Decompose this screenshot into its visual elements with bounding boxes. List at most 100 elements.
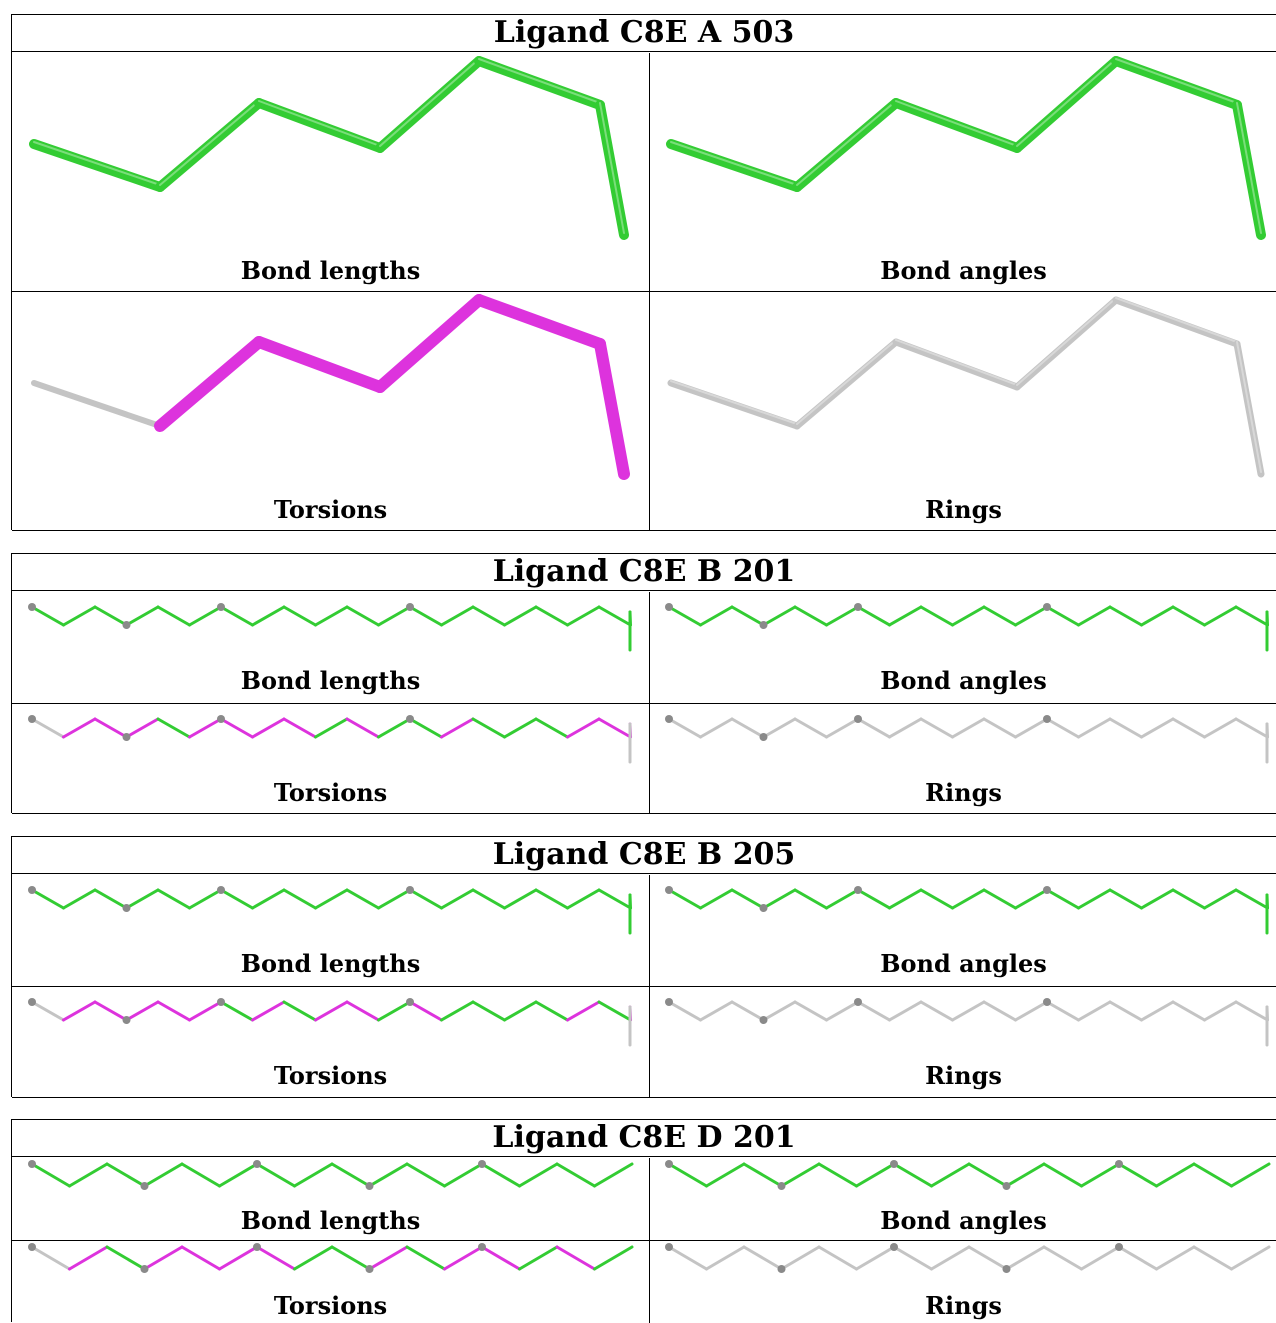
bond-segment bbox=[780, 1162, 821, 1188]
bond-segment bbox=[443, 1245, 484, 1271]
oxygen-atom-marker bbox=[122, 621, 131, 629]
bond-segment bbox=[471, 888, 506, 910]
bond-segment bbox=[667, 717, 702, 739]
bond-segment bbox=[566, 1000, 601, 1022]
oxygen-atom-marker bbox=[365, 1265, 374, 1273]
oxygen-atom-marker bbox=[1115, 1243, 1123, 1251]
bond-segment bbox=[105, 1245, 146, 1271]
oxygen-atom-marker bbox=[406, 603, 414, 611]
rings-diagram bbox=[665, 1243, 1271, 1273]
bond-segment bbox=[597, 717, 632, 739]
bond-segment bbox=[1013, 296, 1120, 391]
bond-highlight bbox=[1236, 341, 1262, 473]
bond-segment bbox=[1045, 1000, 1080, 1022]
bond-segment bbox=[503, 888, 538, 910]
bond-segment bbox=[93, 717, 128, 739]
bond-highlight bbox=[1115, 58, 1238, 104]
oxygen-atom-marker bbox=[140, 1182, 149, 1190]
bond-segment bbox=[1117, 1162, 1158, 1188]
bond-segment bbox=[188, 1000, 223, 1022]
bond-highlight bbox=[159, 100, 260, 186]
bond-segment bbox=[1192, 1162, 1233, 1188]
bond-segment bbox=[180, 1162, 221, 1188]
bond-segment bbox=[793, 338, 900, 430]
oxygen-atom-marker bbox=[28, 998, 36, 1006]
panel-rings: Rings bbox=[649, 704, 1276, 814]
bond-segment bbox=[699, 605, 734, 627]
bond-segment bbox=[891, 98, 1022, 153]
bond-segment bbox=[293, 1245, 334, 1271]
panel-bond-lengths: Bond lengths bbox=[12, 592, 649, 703]
bond-segment bbox=[1203, 888, 1238, 910]
bond-segment bbox=[125, 605, 160, 627]
oxygen-atom-marker bbox=[217, 603, 225, 611]
ligand-title: Ligand C8E A 503 bbox=[12, 15, 1276, 52]
oxygen-atom-marker bbox=[122, 733, 131, 741]
bond-segment bbox=[595, 100, 629, 240]
bond-segment bbox=[1117, 1245, 1158, 1271]
oxygen-atom-marker bbox=[365, 1182, 374, 1190]
bond-segment bbox=[282, 605, 317, 627]
oxygen-atom-marker bbox=[1043, 886, 1051, 894]
bond-segment bbox=[855, 1162, 896, 1188]
bond-segment bbox=[254, 98, 385, 153]
oxygen-atom-marker bbox=[665, 1160, 673, 1168]
bond-segment bbox=[1014, 605, 1049, 627]
bond-segment bbox=[982, 1000, 1017, 1022]
bond-segment bbox=[143, 1162, 184, 1188]
bond-segment bbox=[471, 717, 506, 739]
bond-segment bbox=[293, 1162, 334, 1188]
ligand-block-d201: Ligand C8E D 201 Bond lengths Bond angle… bbox=[11, 1119, 1276, 1323]
bond-segment bbox=[1232, 100, 1266, 240]
oxygen-atom-marker bbox=[854, 603, 862, 611]
bond-segment bbox=[1014, 1000, 1049, 1022]
bond-segment bbox=[597, 1000, 632, 1022]
bond-segment bbox=[730, 717, 765, 739]
bond-segment bbox=[566, 717, 601, 739]
bond-segment bbox=[62, 888, 97, 910]
bond-segment bbox=[593, 1245, 634, 1271]
bond-segment bbox=[518, 1162, 559, 1188]
bond-segment bbox=[888, 1000, 923, 1022]
oxygen-atom-marker bbox=[854, 886, 862, 894]
bond-segment bbox=[1077, 1000, 1112, 1022]
bond-segment bbox=[1014, 888, 1049, 910]
oxygen-atom-marker bbox=[665, 886, 673, 894]
bond-segment bbox=[156, 605, 191, 627]
bond-segment bbox=[594, 338, 630, 480]
bond-segment bbox=[1171, 717, 1206, 739]
bond-segment bbox=[667, 1000, 702, 1022]
bond-segment bbox=[31, 380, 163, 429]
bond-segment bbox=[793, 605, 828, 627]
oxygen-atom-marker bbox=[478, 1160, 486, 1168]
oxygen-atom-marker bbox=[140, 1265, 149, 1273]
bond-segment bbox=[825, 605, 860, 627]
bond-segment bbox=[1077, 888, 1112, 910]
bond-segment bbox=[666, 139, 802, 192]
bond-segment bbox=[155, 98, 264, 192]
bond-segment bbox=[593, 1162, 634, 1188]
bond-segment bbox=[408, 1000, 443, 1022]
bond-segment bbox=[1111, 56, 1242, 110]
bond-segment bbox=[440, 717, 475, 739]
bond-angles-diagram bbox=[665, 1160, 1271, 1190]
rings-diagram bbox=[665, 998, 1269, 1047]
panel-rings: Rings bbox=[649, 987, 1276, 1098]
bond-segment bbox=[919, 605, 954, 627]
bond-highlight bbox=[258, 100, 381, 147]
oxygen-atom-marker bbox=[122, 904, 131, 912]
ligand-block-a503: Ligand C8E A 503 Bond lengths Bond angle… bbox=[11, 14, 1276, 531]
bond-segment bbox=[1108, 717, 1143, 739]
bond-segment bbox=[1171, 888, 1206, 910]
bond-segment bbox=[1203, 1000, 1238, 1022]
bond-segment bbox=[967, 1162, 1008, 1188]
rings-caption: Rings bbox=[925, 1291, 1002, 1320]
bond-segment bbox=[856, 888, 891, 910]
panel-bond-angles: Bond angles bbox=[649, 1158, 1276, 1240]
oxygen-atom-marker bbox=[854, 998, 862, 1006]
bond-segment bbox=[762, 717, 797, 739]
oxygen-atom-marker bbox=[854, 715, 862, 723]
bond-segment bbox=[219, 605, 254, 627]
bond-segment bbox=[1012, 56, 1121, 153]
oxygen-atom-marker bbox=[1043, 715, 1051, 723]
